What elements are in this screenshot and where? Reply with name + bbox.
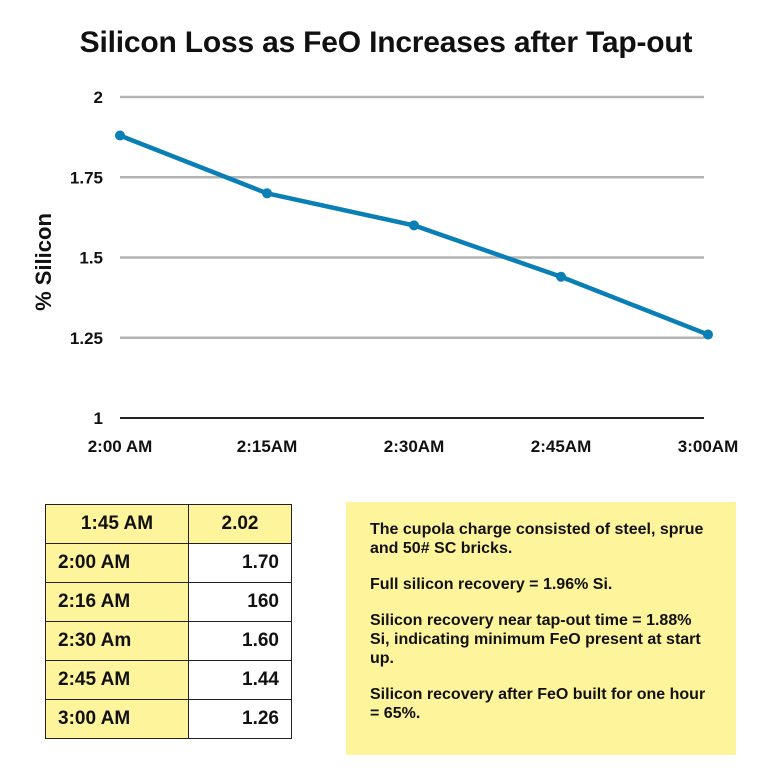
chart-title: Silicon Loss as FeO Increases after Tap-… [79, 26, 693, 59]
data-table: 1:45 AM 2.02 2:00 AM 1.70 2:16 AM 160 2:… [45, 504, 292, 739]
line-chart: 2 1.75 1.5 1.25 1 2:00 AM 2:15AM 2:30AM 2:45AM 3… [70, 88, 739, 456]
table-cell-time: 3:00 AM [45, 699, 189, 739]
data-point [115, 130, 125, 141]
table-cell-value: 2.02 [188, 504, 292, 544]
x-tick-label: 2:30AM [384, 437, 444, 456]
data-point [409, 220, 419, 231]
table-cell-time: 2:00 AM [45, 543, 189, 583]
y-tick-label: 1 [94, 409, 103, 428]
note-paragraph: Silicon recovery near tap-out time = 1.8… [370, 612, 701, 667]
table-cell-time: 1:45 AM [45, 504, 189, 544]
data-point [556, 271, 566, 282]
y-tick-label: 2 [94, 88, 103, 107]
note-paragraph: The cupola charge consisted of steel, sp… [370, 521, 704, 557]
data-point [703, 329, 713, 340]
table-row: 2:30 Am 1.60 [45, 621, 292, 661]
table-row: 2:00 AM 1.70 [45, 543, 292, 583]
note-paragraph: Silicon recovery after FeO built for one… [370, 686, 706, 722]
table-cell-value: 1.26 [188, 699, 292, 739]
table-cell-value: 1.60 [188, 621, 292, 661]
table-cell-time: 2:45 AM [45, 660, 189, 700]
table-row: 3:00 AM 1.26 [45, 699, 292, 739]
y-tick-labels: 2 1.75 1.5 1.25 1 [70, 88, 103, 428]
table-row: 1:45 AM 2.02 [45, 504, 292, 544]
table-cell-time: 2:16 AM [45, 582, 189, 622]
grid-lines [120, 95, 704, 419]
table-cell-time: 2:30 Am [45, 621, 189, 661]
data-point [262, 188, 272, 199]
table-cell-value: 1.44 [188, 660, 292, 700]
series-layer [115, 130, 713, 340]
x-tick-label: 2:45AM [531, 437, 591, 456]
y-tick-label: 1.25 [70, 329, 103, 348]
x-tick-label: 2:15AM [237, 437, 297, 456]
y-tick-label: 1.5 [79, 249, 103, 268]
x-tick-label: 3:00AM [678, 437, 738, 456]
table-cell-value: 1.70 [188, 543, 292, 583]
table-row: 2:45 AM 1.44 [45, 660, 292, 700]
y-tick-label: 1.75 [70, 168, 103, 187]
x-tick-labels: 2:00 AM 2:15AM 2:30AM 2:45AM 3:00AM [88, 437, 739, 456]
x-tick-label: 2:00 AM [88, 437, 153, 456]
notes-box: The cupola charge consisted of steel, sp… [346, 502, 736, 755]
table-row: 2:16 AM 160 [45, 582, 292, 622]
series-line [119, 133, 709, 337]
note-paragraph: Full silicon recovery = 1.96% Si. [370, 576, 613, 593]
table-cell-value: 160 [188, 582, 292, 622]
